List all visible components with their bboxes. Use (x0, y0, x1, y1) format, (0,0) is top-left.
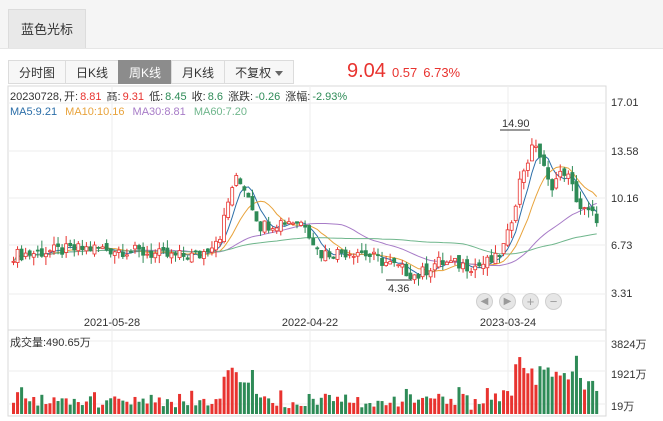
ohlc-info: 20230728, 开: 8.81 高: 9.31 低: 8.45 收: 8.6 涨跌: -… (10, 88, 349, 104)
left-icon[interactable]: ◀ (476, 293, 493, 310)
date-tick-2: 2022-04-22 (281, 317, 339, 329)
right-icon[interactable]: ▶ (499, 293, 516, 310)
price-tick-1: 17.01 (611, 97, 639, 109)
adjust-dropdown[interactable]: 不复权 (224, 60, 295, 84)
candles (11, 138, 599, 286)
adjust-label: 不复权 (235, 66, 272, 80)
info-low: 8.45 (165, 91, 187, 103)
info-high: 9.31 (122, 91, 145, 103)
info-close: 8.6 (207, 91, 223, 103)
price-tick-3: 10.16 (611, 193, 639, 205)
low-annotation: 4.36 (388, 283, 409, 295)
price-tick-4: 6.73 (611, 240, 633, 252)
info-low-label: 低: (149, 91, 164, 103)
price-tick-5: 3.31 (611, 288, 633, 300)
date-tick-1: 2021-05-28 (83, 317, 141, 329)
ma-legend: MA5:9.21 MA10:10.16 MA30:8.81 MA60:7.20 (10, 106, 252, 118)
volume-label: 成交量:490.65万 (10, 337, 91, 349)
quote: 9.04 0.57 6.73% (347, 60, 460, 83)
price-change: 0.57 (391, 65, 418, 80)
zoom-in-icon[interactable]: + (522, 293, 539, 310)
tab-daily-k[interactable]: 日K线 (65, 60, 120, 84)
volume-tick-2: 1921万 (611, 369, 647, 381)
high-annotation: 14.90 (502, 118, 530, 130)
info-chg-label: 涨跌: (228, 91, 254, 103)
period-toolbar: 分时图 日K线 周K线 月K线 不复权 (8, 60, 295, 84)
ma5-label: MA5:9.21 (10, 106, 58, 118)
info-pct-label: 涨幅: (285, 91, 311, 103)
ma10-label: MA10:10.16 (65, 106, 125, 118)
info-close-label: 收: (191, 91, 206, 103)
info-open: 8.81 (80, 91, 102, 103)
volume-tick-3: 19万 (611, 401, 635, 413)
current-price: 9.04 (347, 60, 386, 82)
info-pct: -2.93% (312, 91, 348, 103)
volume-panel-frame (7, 329, 607, 417)
annotations: 14.90 4.36 (386, 118, 530, 295)
volume-bars (12, 355, 599, 414)
stock-tab[interactable]: 蓝色光标 (8, 9, 87, 48)
ma60-label: MA60:7.20 (193, 106, 248, 118)
info-chg: -0.26 (255, 91, 281, 103)
moving-averages (13, 154, 598, 276)
ma30-label: MA30:8.81 (132, 106, 186, 118)
date-tick-3: 2023-03-24 (479, 317, 537, 329)
zoom-out-icon[interactable]: − (545, 293, 562, 310)
info-date: 20230728, (10, 91, 62, 103)
top-tab-bar: 蓝色光标 (0, 0, 663, 49)
info-open-label: 开: (64, 91, 79, 103)
info-high-label: 高: (106, 91, 121, 103)
price-tick-2: 13.58 (611, 146, 639, 158)
volume-tick-1: 3824万 (611, 339, 647, 351)
chevron-down-icon (275, 71, 284, 77)
price-change-pct: 6.73% (423, 65, 461, 80)
